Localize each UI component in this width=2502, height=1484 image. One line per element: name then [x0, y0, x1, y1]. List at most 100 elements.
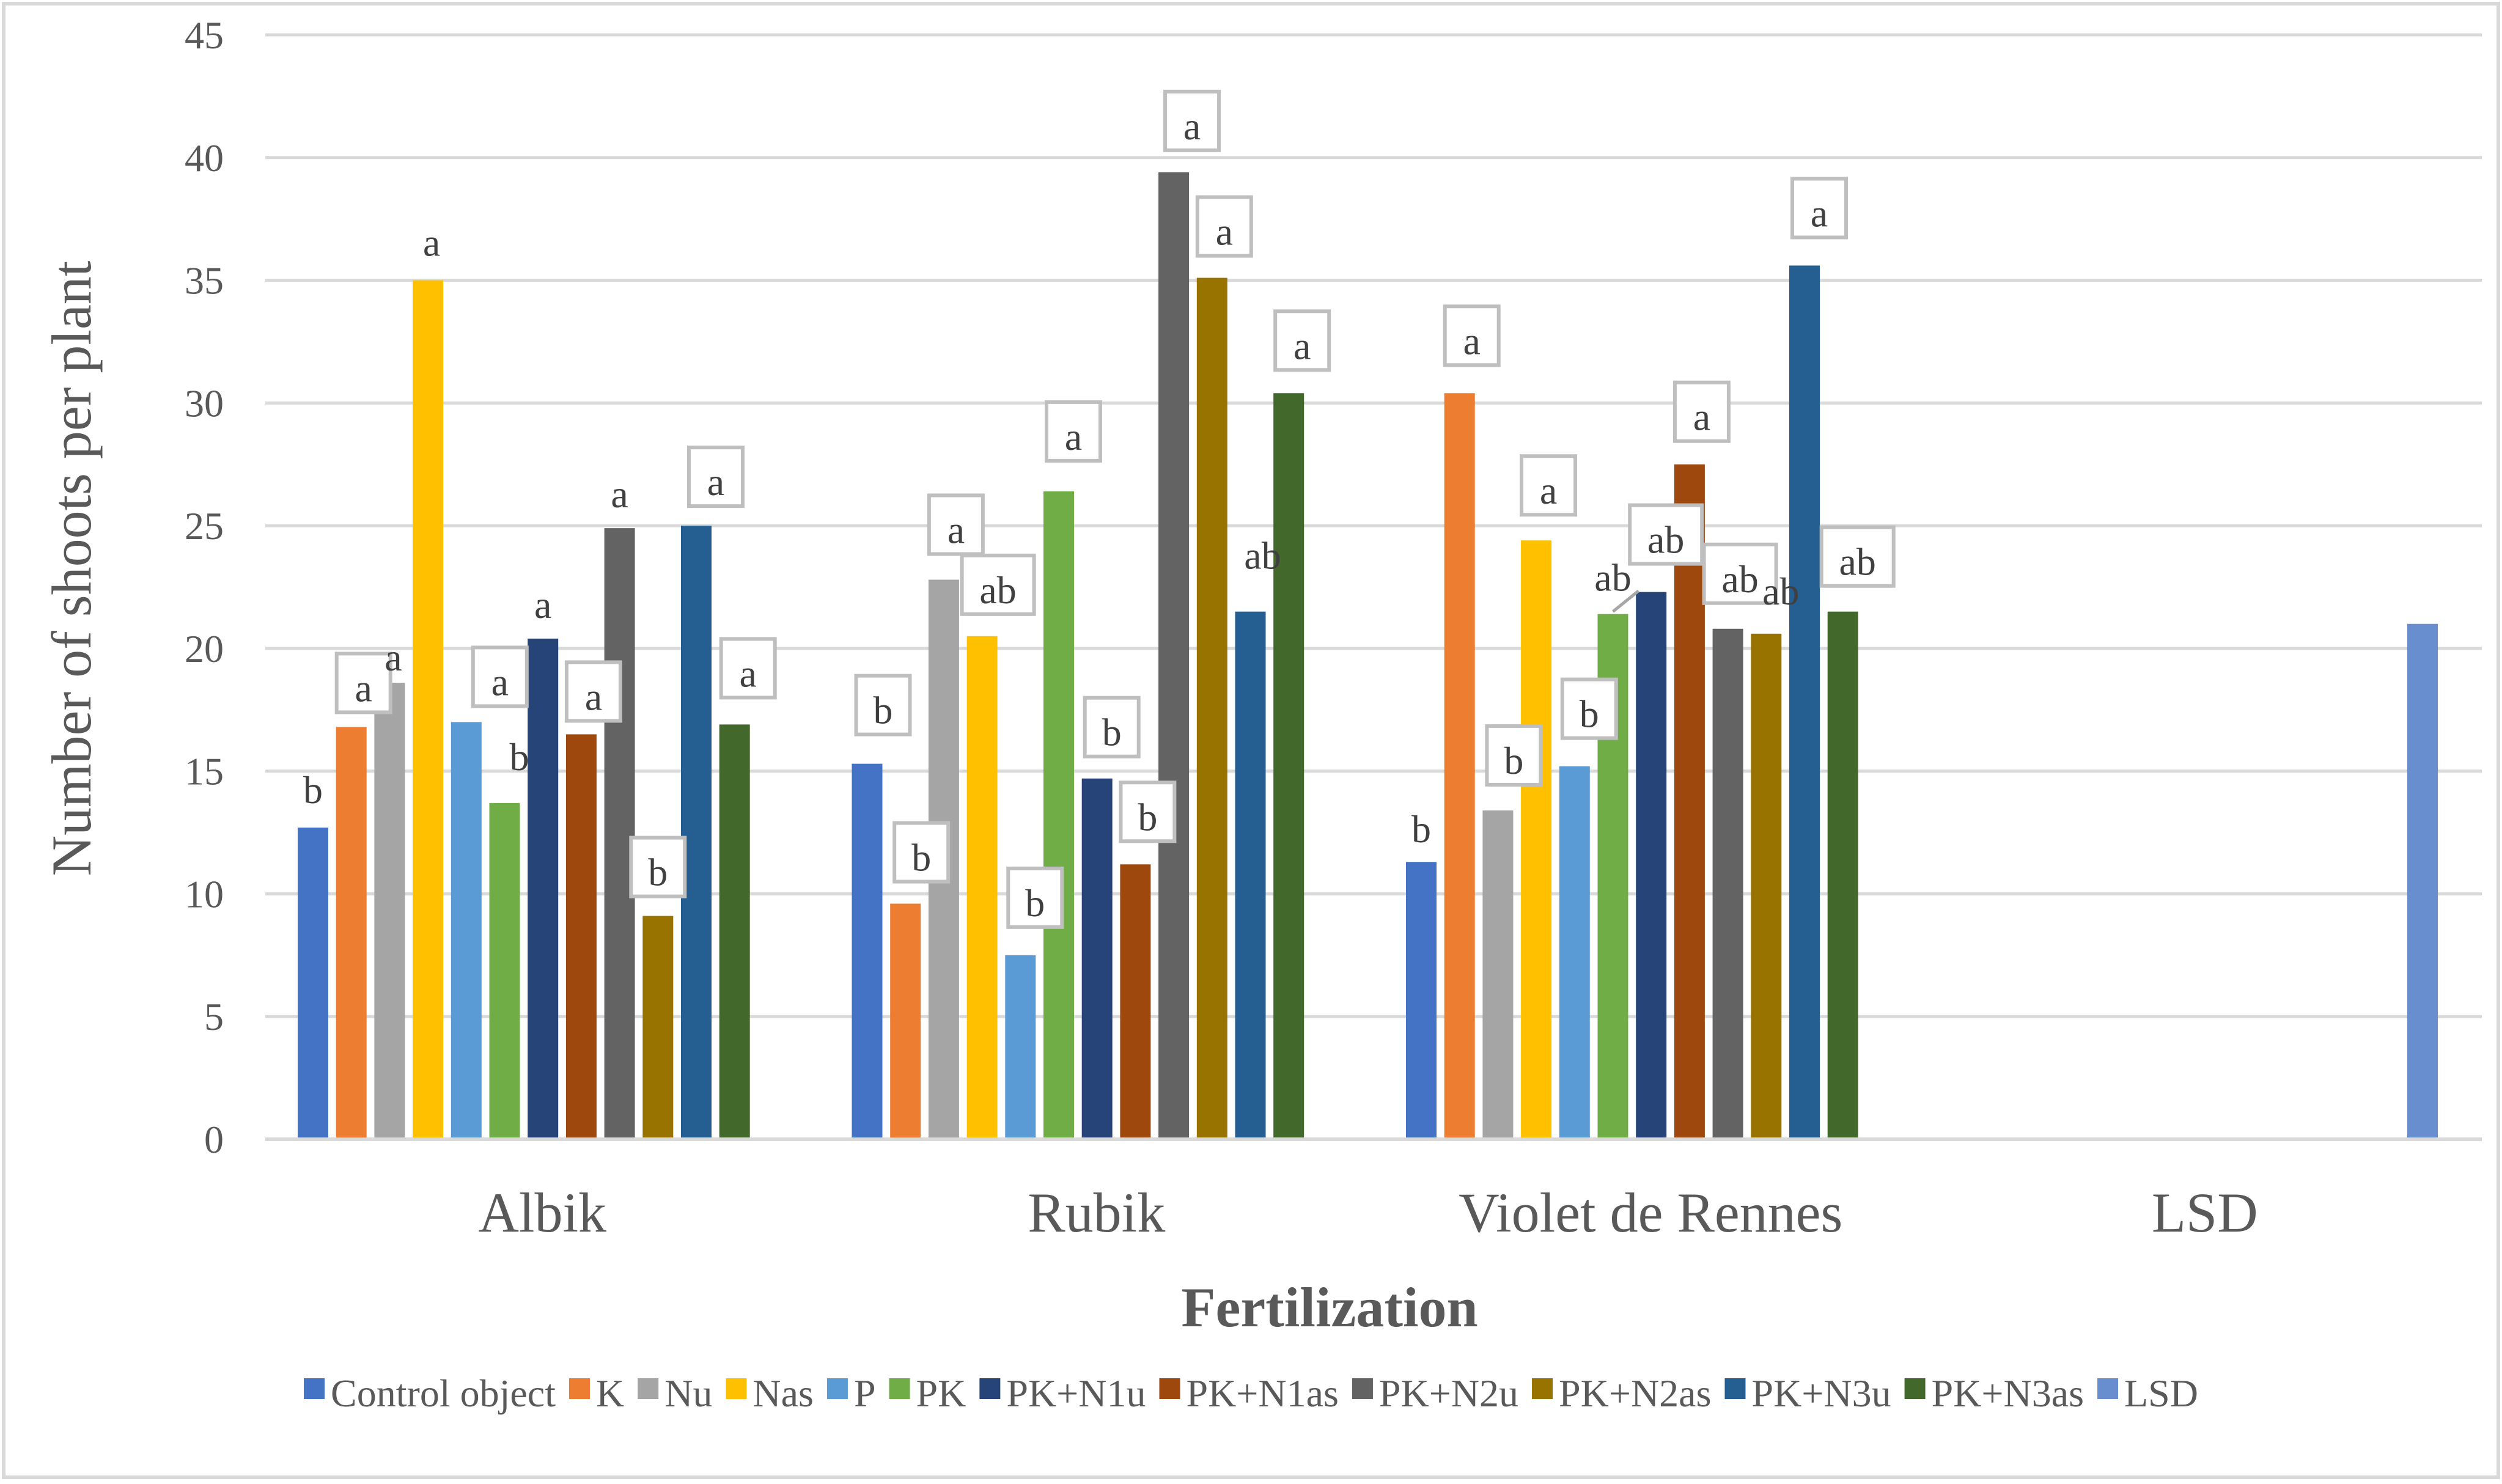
data-label: a [1293, 324, 1311, 367]
bar [1636, 592, 1667, 1139]
x-tick-label: LSD [2152, 1181, 2258, 1244]
legend-item: PK+N2u [1352, 1372, 1518, 1415]
data-label: a [1216, 210, 1233, 254]
data-label: b [1102, 711, 1122, 754]
data-label: a [384, 636, 402, 679]
data-label: b [1411, 807, 1431, 851]
data-label-box [719, 637, 777, 700]
data-label-box [1672, 380, 1731, 443]
data-label: ab [1647, 518, 1684, 562]
data-label: ab [1721, 557, 1758, 601]
data-label: b [1580, 692, 1599, 736]
data-label: a [491, 660, 509, 703]
bar [374, 683, 405, 1139]
legend-item: PK+N1u [979, 1372, 1146, 1415]
data-label: a [1540, 469, 1557, 512]
bar [451, 722, 482, 1139]
data-label: a [355, 666, 372, 710]
bar [642, 916, 674, 1139]
data-label-box [1702, 542, 1778, 605]
legend-label: PK+N3as [1932, 1372, 2084, 1415]
bar [1751, 633, 1782, 1139]
x-tick-label: Albik [478, 1181, 606, 1244]
legend-label: LSD [2124, 1372, 2198, 1415]
y-tick-label: 15 [185, 750, 224, 793]
data-label: b [648, 851, 668, 894]
bar [1482, 810, 1514, 1139]
data-label-box [1163, 89, 1221, 152]
data-label: b [1504, 739, 1523, 782]
data-label: ab [1762, 570, 1799, 613]
legend-swatch [726, 1378, 747, 1399]
data-label: a [1183, 105, 1201, 148]
legend-swatch [1159, 1378, 1180, 1399]
data-label-box [1083, 696, 1141, 759]
legend-swatch [2097, 1378, 2119, 1399]
data-label-box [1520, 454, 1578, 517]
data-label-box [1273, 309, 1331, 372]
y-tick-label: 25 [185, 504, 224, 548]
bar [1235, 611, 1266, 1139]
x-tick-label: Rubik [1028, 1181, 1165, 1244]
data-label-box [1006, 866, 1064, 929]
bar [1444, 393, 1475, 1139]
legend-item: PK+N3as [1904, 1372, 2084, 1415]
y-tick-label: 45 [185, 13, 224, 57]
data-label-box [1790, 177, 1848, 240]
legend-item: Control object [304, 1372, 556, 1415]
data-label-box [564, 660, 622, 723]
data-label-box [1560, 677, 1618, 740]
bar [1712, 628, 1743, 1139]
bar [681, 526, 712, 1139]
data-label-box [687, 446, 745, 509]
data-label: a [707, 460, 724, 504]
legend-swatch [889, 1378, 910, 1399]
data-label: a [1065, 415, 1082, 458]
bar [1559, 766, 1590, 1139]
legend-label: K [596, 1372, 624, 1415]
bar [489, 803, 520, 1139]
data-label: b [911, 836, 931, 880]
legend-label: PK [916, 1372, 966, 1415]
data-label-box [960, 553, 1036, 616]
data-label-box [334, 652, 392, 714]
legend-item: Nu [638, 1372, 712, 1415]
y-tick-label: 0 [204, 1118, 224, 1161]
bar [1674, 464, 1705, 1140]
bar [604, 528, 635, 1139]
legend-item: PK+N2as [1532, 1372, 1711, 1415]
legend-item: PK+N3u [1724, 1372, 1891, 1415]
legend-label: Nu [664, 1372, 712, 1415]
legend-label: P [854, 1372, 876, 1415]
label-leader-line [1611, 589, 1640, 613]
bar [1406, 862, 1437, 1139]
data-label: a [534, 583, 551, 626]
x-axis-title: Fertilization [1181, 1276, 1477, 1339]
data-label-box [1485, 724, 1543, 787]
data-label: a [1693, 395, 1710, 439]
data-label-box [927, 493, 985, 556]
data-label-box [471, 645, 529, 708]
legend-label: PK+N1as [1186, 1372, 1338, 1415]
bar [2407, 623, 2438, 1139]
data-label: a [1811, 191, 1828, 235]
bar [1158, 172, 1190, 1140]
y-tick-label: 5 [204, 995, 224, 1038]
data-label: ab [1244, 534, 1281, 578]
legend-item: PK [889, 1372, 966, 1415]
bar [298, 828, 328, 1139]
data-label: b [1025, 881, 1045, 925]
data-label-box [629, 836, 687, 898]
bar [1827, 611, 1858, 1139]
data-label-box [892, 821, 951, 884]
x-tick-label: Violet de Rennes [1459, 1181, 1842, 1244]
data-label: a [947, 508, 965, 551]
y-tick-label: 35 [185, 259, 224, 303]
y-tick-label: 20 [185, 627, 224, 670]
data-label: b [303, 768, 323, 812]
legend-swatch [1532, 1378, 1553, 1399]
data-label-box [1819, 525, 1896, 588]
bar [1521, 540, 1552, 1139]
